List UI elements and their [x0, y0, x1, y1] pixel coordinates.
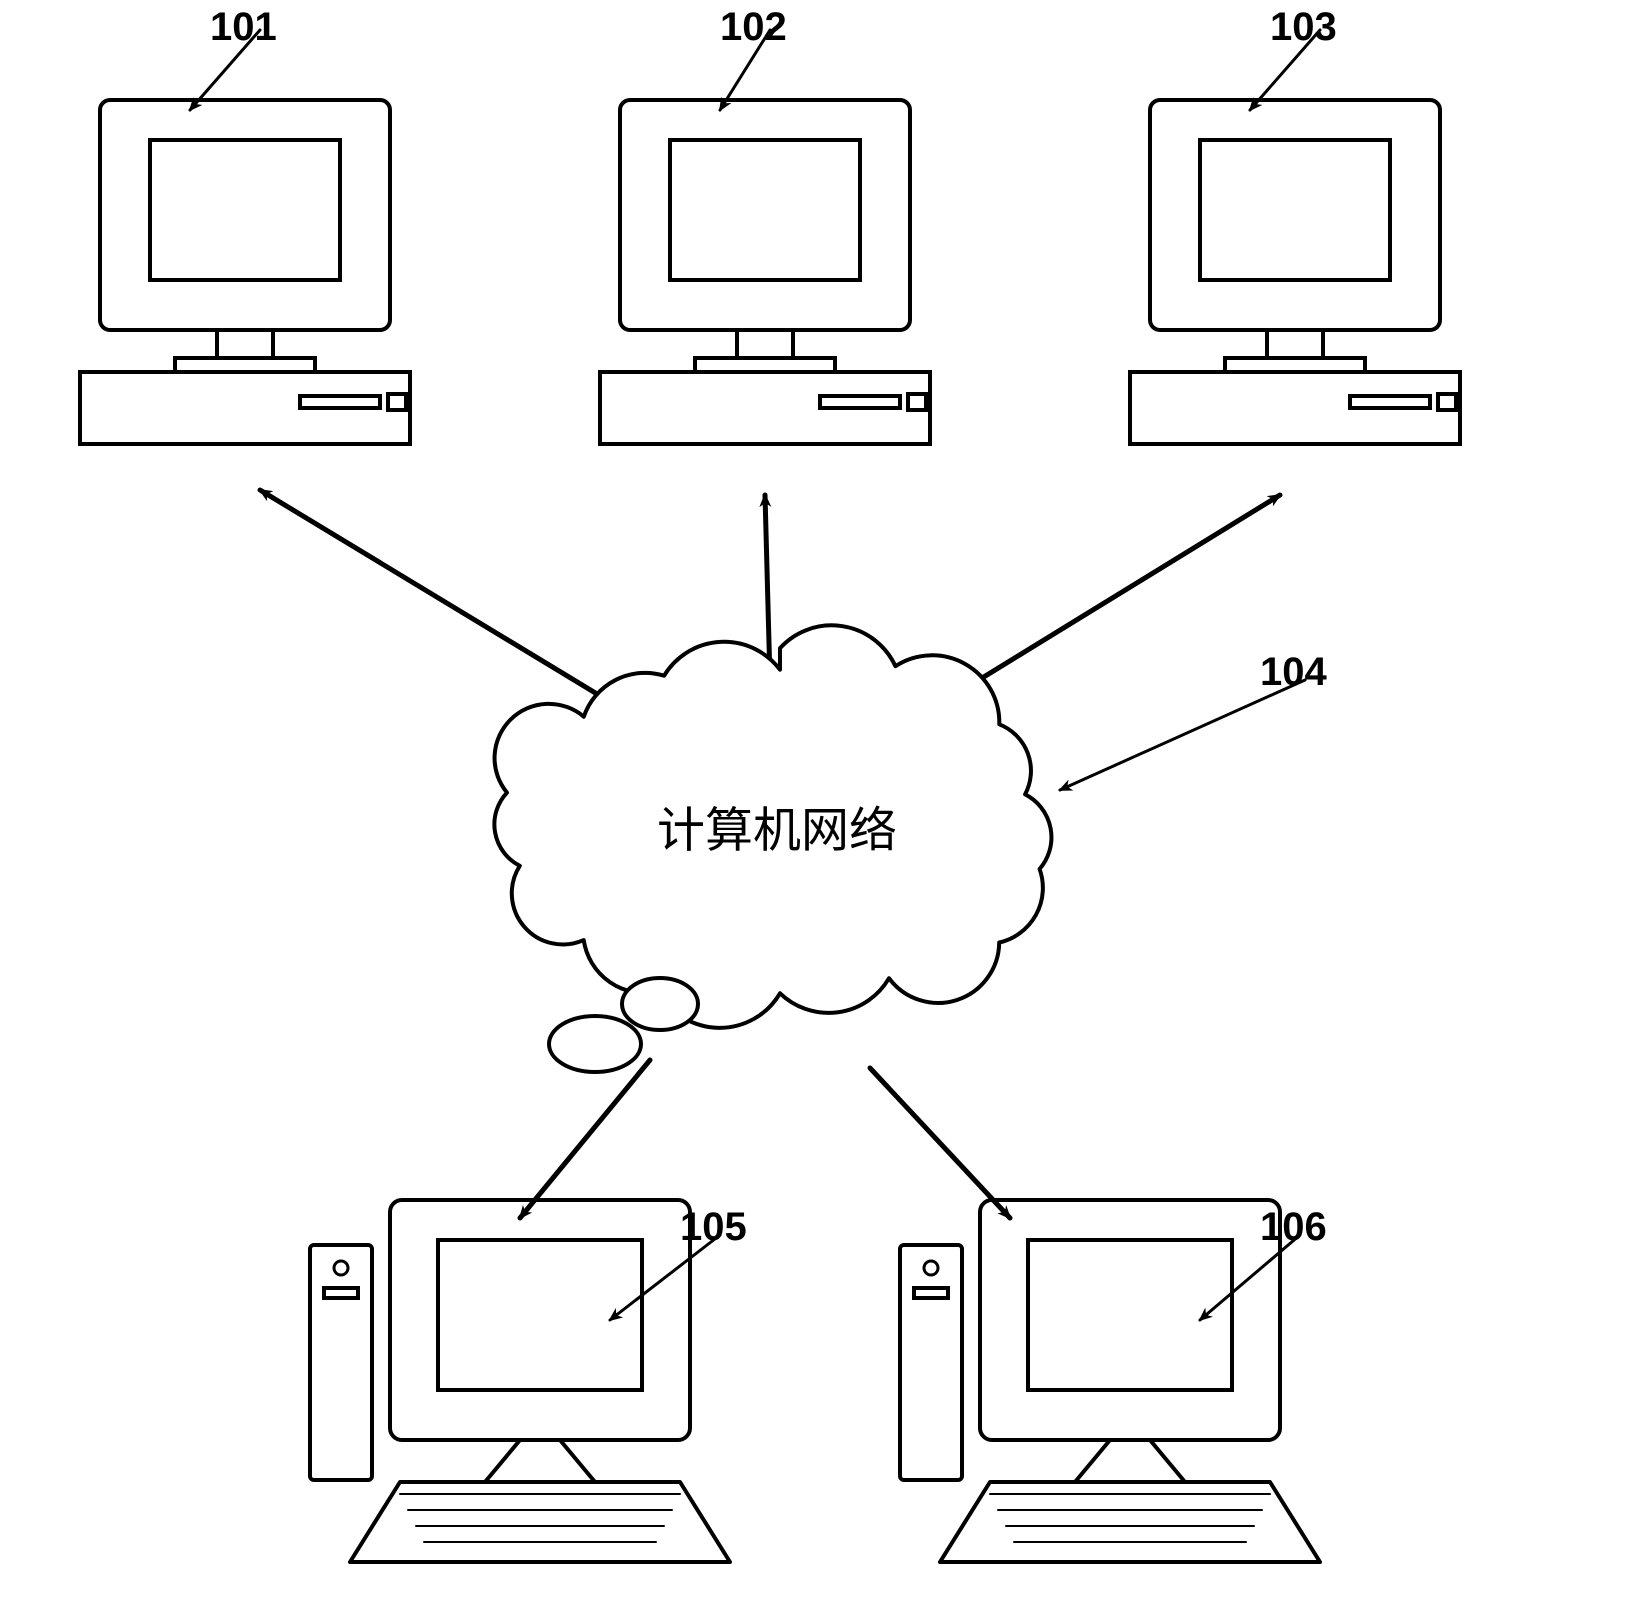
label-102: 102	[720, 5, 787, 50]
label-101: 101	[210, 5, 277, 50]
desktop-101	[80, 100, 410, 444]
label-106: 106	[1260, 1205, 1327, 1250]
label-103: 103	[1270, 5, 1337, 50]
desktop-103	[1130, 100, 1460, 444]
label-105: 105	[680, 1205, 747, 1250]
diagram-canvas: 计算机网络 101 102 103 105 106 104	[0, 0, 1644, 1617]
network-cloud: 计算机网络	[494, 625, 1051, 1072]
workstation-106	[900, 1200, 1320, 1562]
svg-text:计算机网络: 计算机网络	[657, 805, 897, 858]
label-104: 104	[1260, 650, 1327, 695]
workstation-105	[310, 1200, 730, 1562]
desktop-102	[600, 100, 930, 444]
diagram-svg: 计算机网络	[0, 0, 1644, 1617]
